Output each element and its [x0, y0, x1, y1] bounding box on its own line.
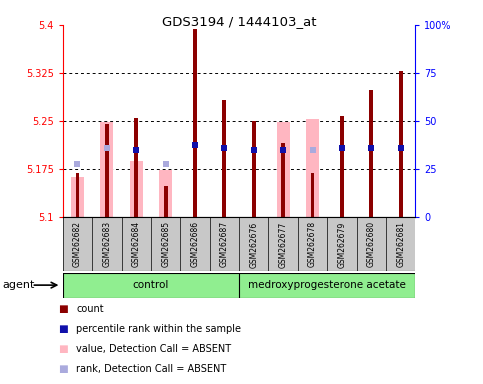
Bar	[311, 174, 314, 217]
Text: GSM262681: GSM262681	[396, 221, 405, 267]
Text: GSM262685: GSM262685	[161, 221, 170, 267]
Text: ■: ■	[58, 324, 68, 334]
Text: GSM262679: GSM262679	[338, 221, 346, 268]
Text: agent: agent	[2, 280, 35, 290]
Text: rank, Detection Call = ABSENT: rank, Detection Call = ABSENT	[76, 364, 227, 374]
Bar	[277, 122, 290, 217]
Bar	[100, 122, 114, 217]
Text: control: control	[133, 280, 169, 290]
Bar	[75, 174, 79, 217]
Text: GSM262682: GSM262682	[73, 221, 82, 267]
Bar	[369, 90, 373, 217]
Bar	[164, 186, 168, 217]
Text: value, Detection Call = ABSENT: value, Detection Call = ABSENT	[76, 344, 231, 354]
Bar	[281, 143, 285, 217]
Text: GDS3194 / 1444103_at: GDS3194 / 1444103_at	[162, 15, 316, 28]
Text: GSM262676: GSM262676	[249, 221, 258, 268]
Text: GSM262677: GSM262677	[279, 221, 288, 268]
Text: ■: ■	[58, 304, 68, 314]
Bar	[252, 121, 256, 217]
Text: medroxyprogesterone acetate: medroxyprogesterone acetate	[248, 280, 406, 290]
Bar	[71, 177, 84, 217]
Text: GSM262680: GSM262680	[367, 221, 376, 267]
Text: GSM262687: GSM262687	[220, 221, 229, 267]
Bar	[134, 118, 138, 217]
Text: GSM262686: GSM262686	[190, 221, 199, 267]
Bar	[193, 30, 197, 217]
Bar	[223, 100, 227, 217]
Text: count: count	[76, 304, 104, 314]
Bar	[399, 71, 403, 217]
Text: ■: ■	[58, 344, 68, 354]
Text: GSM262684: GSM262684	[132, 221, 141, 267]
Bar	[129, 161, 143, 217]
Text: percentile rank within the sample: percentile rank within the sample	[76, 324, 242, 334]
Bar	[340, 116, 344, 217]
Bar	[306, 119, 319, 217]
Bar	[159, 170, 172, 217]
Text: ■: ■	[58, 364, 68, 374]
Text: GSM262678: GSM262678	[308, 221, 317, 267]
Bar	[105, 124, 109, 217]
Text: GSM262683: GSM262683	[102, 221, 112, 267]
